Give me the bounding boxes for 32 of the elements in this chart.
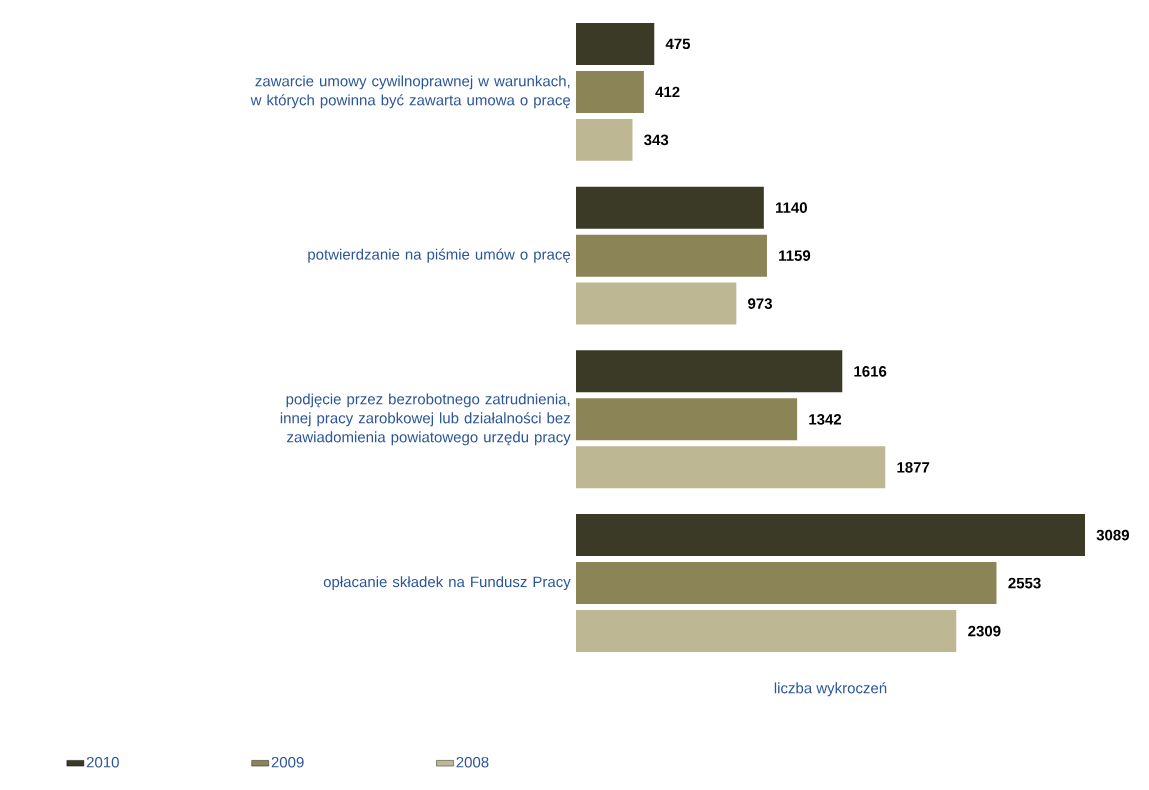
y-tick-label: potwierdzanie na piśmie umów o pracę: [308, 248, 571, 263]
bar: [576, 118, 633, 161]
data-label: 1616: [854, 366, 887, 377]
bar: [576, 22, 655, 65]
data-label: 475: [665, 38, 691, 50]
y-tick-label: podjęcie przez bezrobotnego zatrudnienia, innej pracy zarobkowej lub działalności bez zawiadomienia powiatowego urzędu pracy: [280, 393, 571, 446]
data-label: 2309: [968, 625, 1001, 637]
legend-label: 2008: [456, 756, 489, 768]
data-label: 1342: [809, 414, 842, 425]
data-label: 3089: [1096, 529, 1129, 541]
y-tick-label: zawarcie umowy cywilnoprawnej w warunkach, w których powinna być zawarta umowa o pracę: [250, 75, 571, 109]
bar: [576, 70, 644, 113]
bar: [576, 398, 798, 441]
data-label: 1140: [775, 202, 807, 213]
bar: [576, 234, 767, 277]
bar: [576, 186, 764, 229]
x-axis-title: liczba wykroczeń: [774, 682, 887, 697]
data-label: 2553: [1008, 577, 1041, 589]
data-label: 973: [748, 298, 772, 309]
data-label: 343: [644, 134, 669, 146]
bar: [576, 282, 737, 325]
data-label: 412: [655, 86, 680, 98]
bar: [576, 514, 1085, 557]
bar: [576, 446, 886, 489]
legend-label: 2009: [271, 756, 304, 768]
data-label: 1159: [779, 250, 811, 261]
legend-label: 2010: [86, 756, 119, 768]
bar: [576, 610, 957, 653]
bar: [576, 562, 997, 605]
bar: [576, 350, 843, 393]
data-label: 1877: [897, 462, 930, 473]
y-tick-label: opłacanie składek na Fundusz Pracy: [323, 576, 571, 591]
